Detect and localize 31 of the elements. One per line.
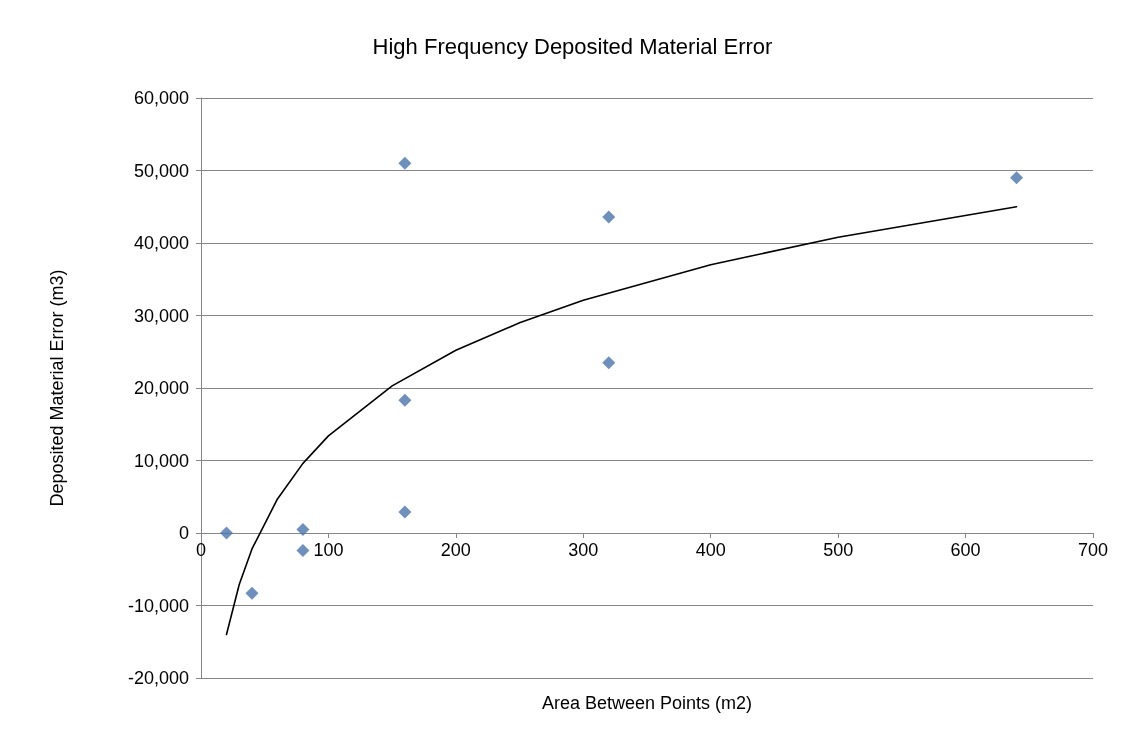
x-tick-label: 600 (950, 540, 981, 560)
point (296, 543, 310, 557)
line-series (225, 205, 1018, 636)
y-tick-label: -10,000 (127, 595, 189, 616)
y-tick-label: -20,000 (127, 668, 189, 688)
point (398, 505, 412, 519)
y-tick-label: 60,000 (133, 88, 189, 108)
point (602, 210, 616, 224)
x-tick-label: 300 (568, 540, 599, 560)
x-tick-label: 100 (313, 540, 344, 560)
x-tick-label: 200 (440, 540, 471, 560)
x-tick-label: 500 (823, 540, 854, 560)
chart-title: High Frequency Deposited Material Error (372, 33, 773, 59)
y-tick-label: 50,000 (133, 160, 189, 181)
x-tick-label: 700 (1077, 540, 1109, 560)
point (398, 156, 412, 170)
y-tick-label: 0 (178, 523, 189, 543)
y-tick-label: 10,000 (133, 450, 189, 471)
point (296, 522, 310, 536)
point (219, 526, 233, 540)
y-tick-label: 40,000 (133, 233, 189, 253)
point (602, 356, 616, 370)
point (245, 586, 259, 600)
y-tick-label: 20,000 (133, 378, 189, 398)
x-axis-title: Area Between Points (m2) (541, 693, 753, 713)
y-axis-title: Deposited Material Error (m3) (47, 269, 67, 507)
x-tick-label: 400 (695, 540, 726, 560)
point (398, 393, 412, 407)
y-tick-label: 30,000 (133, 305, 189, 326)
point (1010, 171, 1024, 185)
x-tick-label: 0 (195, 540, 207, 560)
